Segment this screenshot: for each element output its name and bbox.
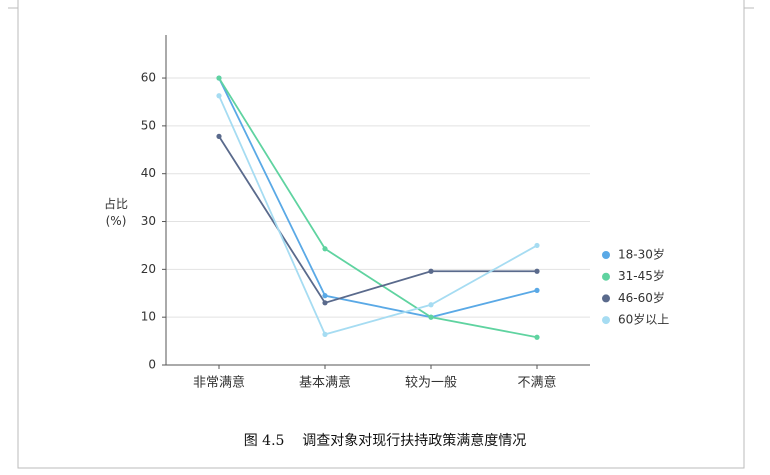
y-tick-label: 0 <box>148 358 156 372</box>
y-tick-label: 20 <box>141 262 156 276</box>
series-line <box>218 77 538 319</box>
data-point <box>322 331 328 337</box>
data-point <box>216 93 222 99</box>
data-point <box>534 268 540 274</box>
y-tick-label: 40 <box>141 166 156 180</box>
data-point <box>428 302 434 308</box>
legend-label: 31-45岁 <box>618 268 665 283</box>
x-tick-label: 不满意 <box>517 375 556 391</box>
x-tick-label: 非常满意 <box>193 375 245 391</box>
y-tick-label: 50 <box>141 118 156 132</box>
y-tick-label: 10 <box>141 310 156 324</box>
legend-label: 46-60岁 <box>618 290 665 305</box>
series-line <box>218 95 538 336</box>
x-tick-label: 较为一般 <box>405 375 457 391</box>
data-point <box>322 246 328 252</box>
series-line <box>218 135 537 304</box>
series-line <box>218 77 538 339</box>
data-point <box>428 314 434 320</box>
data-point <box>534 242 540 249</box>
legend-marker <box>602 316 610 325</box>
data-point <box>322 293 328 299</box>
data-point <box>216 133 222 139</box>
legend-marker <box>602 251 610 259</box>
x-tick-label: 基本满意 <box>299 375 351 391</box>
legend-marker <box>602 272 610 281</box>
y-axis-label: 占比(%) <box>104 197 129 228</box>
data-point <box>534 287 540 293</box>
legend-label: 60岁以上 <box>618 312 669 327</box>
y-tick-label: 60 <box>141 71 156 85</box>
data-point <box>534 334 540 340</box>
data-point <box>322 300 328 306</box>
y-tick-label: 30 <box>141 214 156 228</box>
legend-marker <box>602 294 610 303</box>
page-border <box>8 0 754 469</box>
data-point <box>216 75 222 81</box>
figure-caption: 图 4.5 调查对象对现行扶持政策满意度情况 <box>243 433 527 449</box>
legend-label: 18-30岁 <box>618 247 665 262</box>
data-point <box>428 268 434 274</box>
